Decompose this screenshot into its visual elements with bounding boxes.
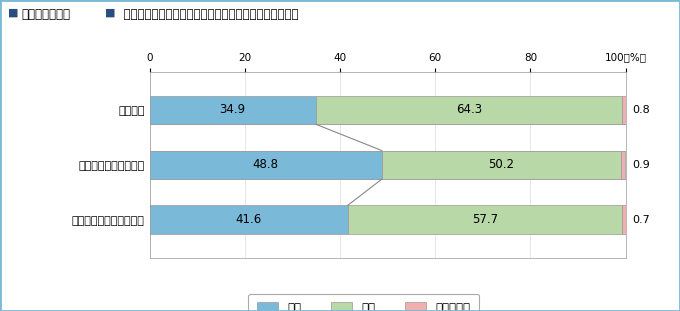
Bar — [150, 151, 382, 179]
Bar — [150, 206, 347, 234]
Legend: ある, ない, わからない: ある, ない, わからない — [248, 294, 479, 311]
Bar — [621, 151, 625, 179]
Text: 0.8: 0.8 — [632, 105, 651, 115]
Bar — [622, 96, 626, 124]
Bar — [316, 96, 622, 124]
Text: 災害についての家族や身近な人との話し合い（地域別）: 災害についての家族や身近な人との話し合い（地域別） — [116, 8, 298, 21]
Text: 41.6: 41.6 — [235, 213, 262, 226]
Text: 50.2: 50.2 — [488, 158, 514, 171]
Text: 0.9: 0.9 — [632, 160, 651, 170]
Text: 57.7: 57.7 — [472, 213, 498, 226]
Text: 48.8: 48.8 — [253, 158, 279, 171]
Bar — [347, 206, 622, 234]
Text: 34.9: 34.9 — [220, 104, 245, 116]
Bar — [382, 151, 621, 179]
Text: 64.3: 64.3 — [456, 104, 482, 116]
Text: ■: ■ — [105, 8, 116, 18]
Bar — [622, 206, 626, 234]
Text: 0.7: 0.7 — [632, 215, 651, 225]
Bar — [150, 96, 316, 124]
Text: ■: ■ — [8, 8, 18, 18]
Text: 図３－１－１２: 図３－１－１２ — [22, 8, 71, 21]
